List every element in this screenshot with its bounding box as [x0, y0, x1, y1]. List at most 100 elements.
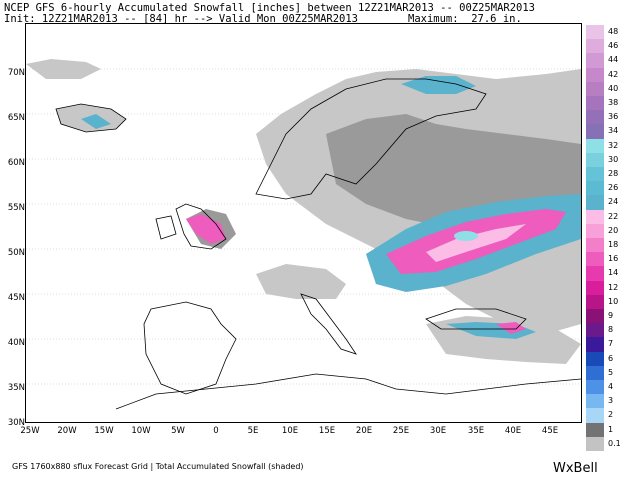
lon-label: 0: [213, 426, 219, 436]
colorbar-swatch: [586, 223, 604, 238]
colorbar-label: 36: [608, 112, 619, 122]
colorbar-swatch: [586, 96, 604, 111]
colorbar-label: 14: [608, 268, 619, 278]
init-valid-line: Init: 12Z21MAR2013 -- [84] hr --> Valid …: [4, 13, 359, 25]
colorbar-label: 24: [608, 197, 619, 207]
colorbar-swatch: [586, 167, 604, 182]
colorbar-label: 18: [608, 240, 619, 249]
colorbar-label: 9: [608, 311, 614, 320]
wxbell-logo: WxBell: [553, 461, 598, 476]
colorbar-swatch: [586, 238, 604, 253]
colorbar-swatch: [586, 309, 604, 324]
colorbar-label: 6: [608, 353, 614, 363]
colorbar-label: 40: [608, 83, 619, 93]
colorbar-label: 48: [608, 27, 619, 36]
lat-label: 40N: [7, 338, 25, 348]
colorbar-label: 34: [608, 126, 619, 136]
colorbar-swatch: [586, 294, 604, 309]
lat-label: 55N: [7, 203, 25, 213]
colorbar-swatch: [586, 25, 604, 40]
colorbar-label: 30: [608, 154, 619, 164]
snow-alps: [256, 264, 346, 299]
colorbar-label: 16: [608, 254, 619, 264]
colorbar-swatch: [586, 394, 604, 409]
colorbar-swatch: [586, 138, 604, 153]
colorbar-swatch: [586, 280, 604, 295]
colorbar-swatch: [586, 323, 604, 338]
colorbar-label: 10: [608, 296, 619, 306]
colorbar-label: 26: [608, 183, 619, 193]
colorbar-swatch: [586, 81, 604, 96]
lat-label: 50N: [7, 248, 25, 258]
coast-iceland: [55, 103, 127, 133]
colorbar-swatch: [586, 67, 604, 82]
snowfall-map: [25, 23, 582, 423]
lat-label: 35N: [7, 383, 25, 393]
colorbar-swatch: [586, 39, 604, 54]
coast-britain: [175, 203, 227, 250]
lon-label: 20W: [57, 426, 77, 436]
lat-label: 65N: [7, 113, 25, 123]
colorbar-label: 1: [608, 424, 614, 434]
colorbar-label: 8: [608, 325, 614, 335]
coast-ireland: [155, 215, 177, 240]
colorbar-label: 32: [608, 140, 619, 150]
coast-africa: [115, 373, 581, 410]
colorbar-label: 42: [608, 69, 619, 79]
colorbar-label: 46: [608, 41, 619, 51]
colorbar-swatch: [586, 124, 604, 139]
lat-label: 60N: [7, 158, 25, 168]
footer-caption: GFS 1760x880 sflux Forecast Grid | Total…: [12, 462, 304, 471]
lon-label: 5W: [171, 426, 185, 436]
colorbar-legend: 48 46 44 42 40 38 36 34 32 30 28 26 24 22 20 18 16 14 12 10…: [586, 25, 638, 452]
lon-label: 20E: [355, 426, 373, 436]
colorbar-label: 28: [608, 169, 619, 178]
lon-label: 25E: [392, 426, 410, 436]
lon-label: 35E: [467, 426, 485, 436]
colorbar-swatch: [586, 181, 604, 196]
lon-label: 15W: [94, 426, 114, 436]
colorbar-label: 7: [608, 339, 614, 349]
map-title: NCEP GFS 6-hourly Accumulated Snowfall […: [4, 2, 536, 14]
coast-scandinavia: [255, 78, 487, 200]
colorbar-label: 12: [608, 282, 619, 292]
colorbar-swatch: [586, 266, 604, 281]
colorbar-swatch: [586, 365, 604, 380]
lon-label: 25W: [20, 426, 40, 436]
lon-label: 5E: [247, 426, 259, 436]
colorbar-label: 0.1: [608, 438, 621, 448]
lon-label: 10W: [131, 426, 151, 436]
lat-label: 30N: [7, 418, 25, 428]
colorbar-swatch: [586, 252, 604, 267]
colorbar-swatch: [586, 337, 604, 352]
colorbar-label: 2: [608, 410, 614, 420]
coast-italy: [300, 293, 357, 355]
colorbar-swatch: [586, 436, 604, 451]
colorbar-label: 22: [608, 211, 619, 221]
coast-iberia: [143, 301, 237, 395]
lat-label: 70N: [7, 68, 25, 78]
lon-label: 10E: [281, 426, 299, 436]
colorbar-swatch: [586, 408, 604, 423]
lon-label: 30E: [429, 426, 447, 436]
snow-svalbard: [26, 59, 101, 79]
colorbar-label: 4: [608, 382, 614, 391]
colorbar-swatch: [586, 422, 604, 437]
colorbar-swatch: [586, 380, 604, 395]
lon-label: 40E: [504, 426, 522, 436]
colorbar-swatch: [586, 152, 604, 167]
lon-label: 45E: [541, 426, 559, 436]
colorbar-swatch: [586, 195, 604, 210]
colorbar-label: 44: [608, 55, 619, 65]
colorbar-swatch: [586, 53, 604, 68]
lat-label: 45N: [7, 293, 25, 303]
colorbar-label: 38: [608, 98, 619, 107]
colorbar-label: 5: [608, 367, 614, 377]
colorbar-swatch: [586, 209, 604, 224]
colorbar-swatch: [586, 351, 604, 366]
colorbar-label: 20: [608, 225, 619, 235]
colorbar-swatch: [586, 110, 604, 125]
lon-label: 15E: [318, 426, 336, 436]
colorbar-label: 3: [608, 396, 614, 406]
coast-blacksea: [425, 308, 527, 330]
